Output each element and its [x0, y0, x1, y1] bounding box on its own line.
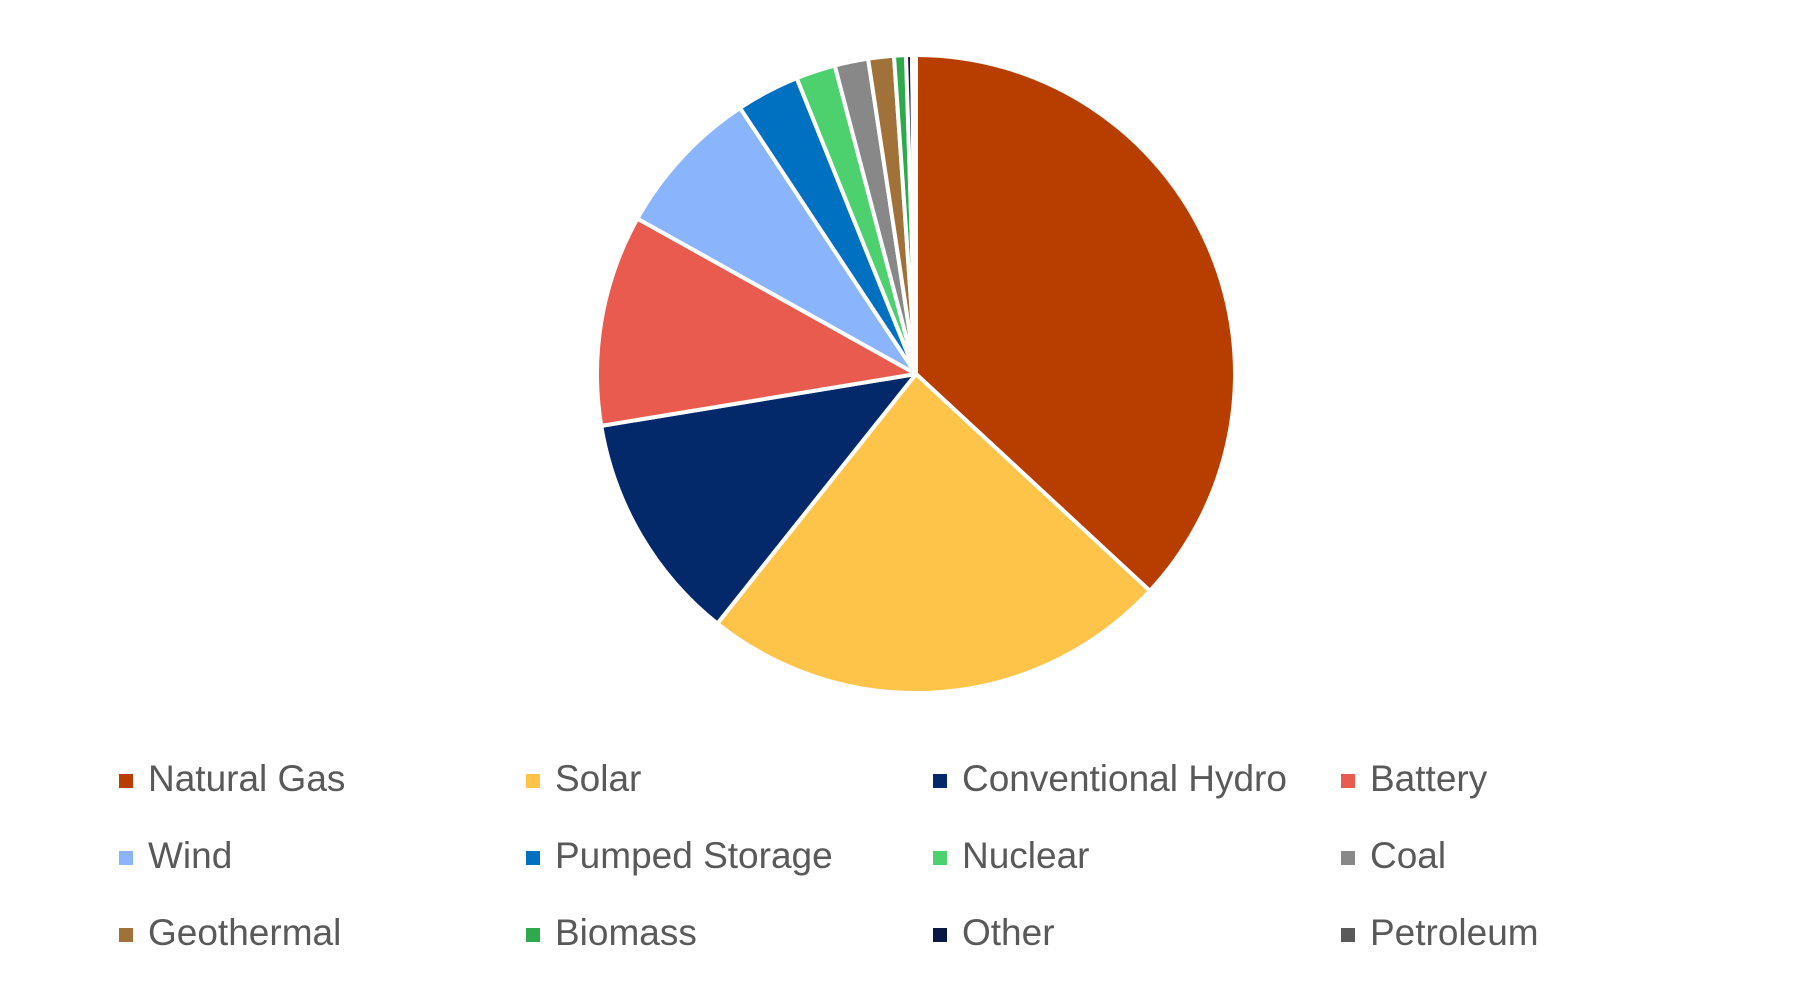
- legend-swatch: [933, 774, 947, 788]
- legend-label: Geothermal: [148, 912, 341, 953]
- legend-swatch: [1341, 774, 1355, 788]
- legend-label: Natural Gas: [148, 758, 345, 799]
- legend-swatch: [526, 851, 540, 865]
- legend-label: Pumped Storage: [555, 835, 833, 876]
- legend-swatch: [119, 851, 133, 865]
- legend-label: Biomass: [555, 912, 697, 953]
- legend-label: Conventional Hydro: [962, 758, 1287, 799]
- legend-swatch: [119, 928, 133, 942]
- legend-swatch: [119, 774, 133, 788]
- legend-swatch: [1341, 928, 1355, 942]
- legend-swatch: [526, 928, 540, 942]
- legend-label: Coal: [1370, 835, 1446, 876]
- legend-label: Battery: [1370, 758, 1488, 799]
- pie-slice: [914, 53, 1237, 593]
- legend-swatch: [933, 928, 947, 942]
- legend-label: Solar: [555, 758, 641, 799]
- pie-slice: [635, 105, 918, 376]
- pie-slice: [715, 372, 1152, 695]
- legend-swatch: [933, 851, 947, 865]
- legend-label: Petroleum: [1370, 912, 1539, 953]
- legend-label: Wind: [148, 835, 232, 876]
- legend-label: Nuclear: [962, 835, 1090, 876]
- pie-slice: [599, 372, 918, 626]
- legend-swatch: [526, 774, 540, 788]
- pie-slice: [909, 53, 918, 376]
- legend-label: Other: [962, 912, 1055, 953]
- legend-swatch: [1341, 851, 1355, 865]
- pie-slice: [595, 216, 918, 428]
